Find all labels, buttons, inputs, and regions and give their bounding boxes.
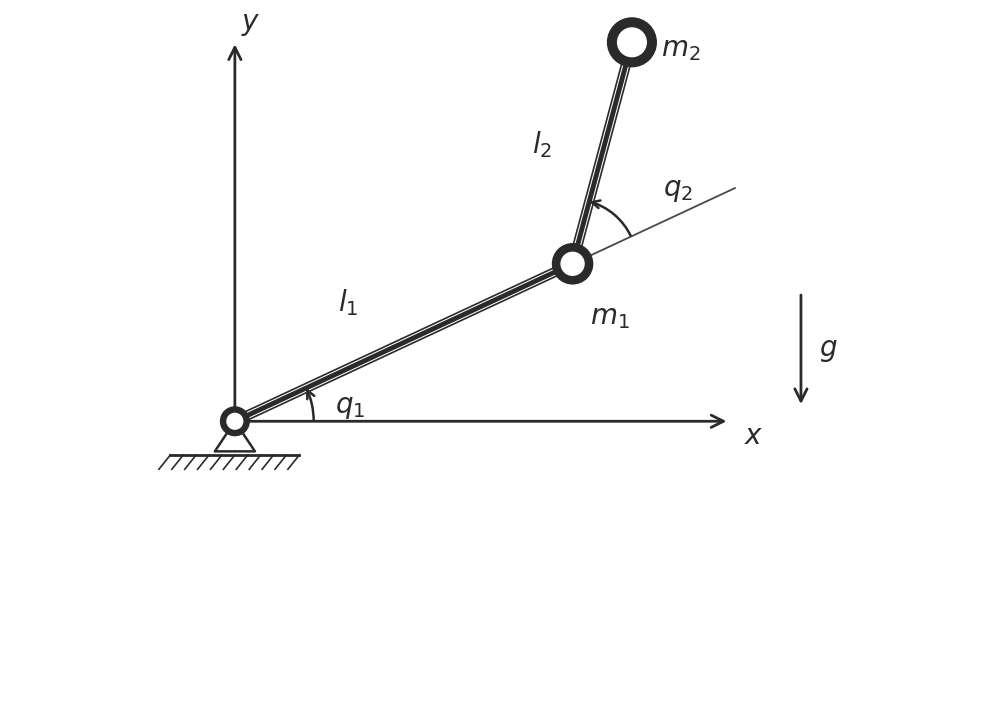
Text: $y$: $y$ [241, 10, 260, 38]
Circle shape [227, 413, 243, 429]
Circle shape [558, 249, 588, 279]
Text: $m_1$: $m_1$ [590, 303, 630, 331]
Circle shape [618, 28, 646, 57]
Text: $l_1$: $l_1$ [338, 287, 359, 318]
Circle shape [608, 18, 656, 67]
Text: $l_2$: $l_2$ [532, 129, 552, 160]
Circle shape [553, 244, 593, 284]
Text: $q_1$: $q_1$ [335, 393, 365, 421]
Text: $q_2$: $q_2$ [663, 175, 693, 204]
Circle shape [561, 252, 584, 276]
Circle shape [224, 410, 246, 432]
Circle shape [221, 407, 249, 436]
Text: $g$: $g$ [819, 336, 837, 364]
Circle shape [614, 24, 650, 61]
Text: $m_2$: $m_2$ [661, 36, 700, 64]
Text: $x$: $x$ [744, 422, 763, 450]
